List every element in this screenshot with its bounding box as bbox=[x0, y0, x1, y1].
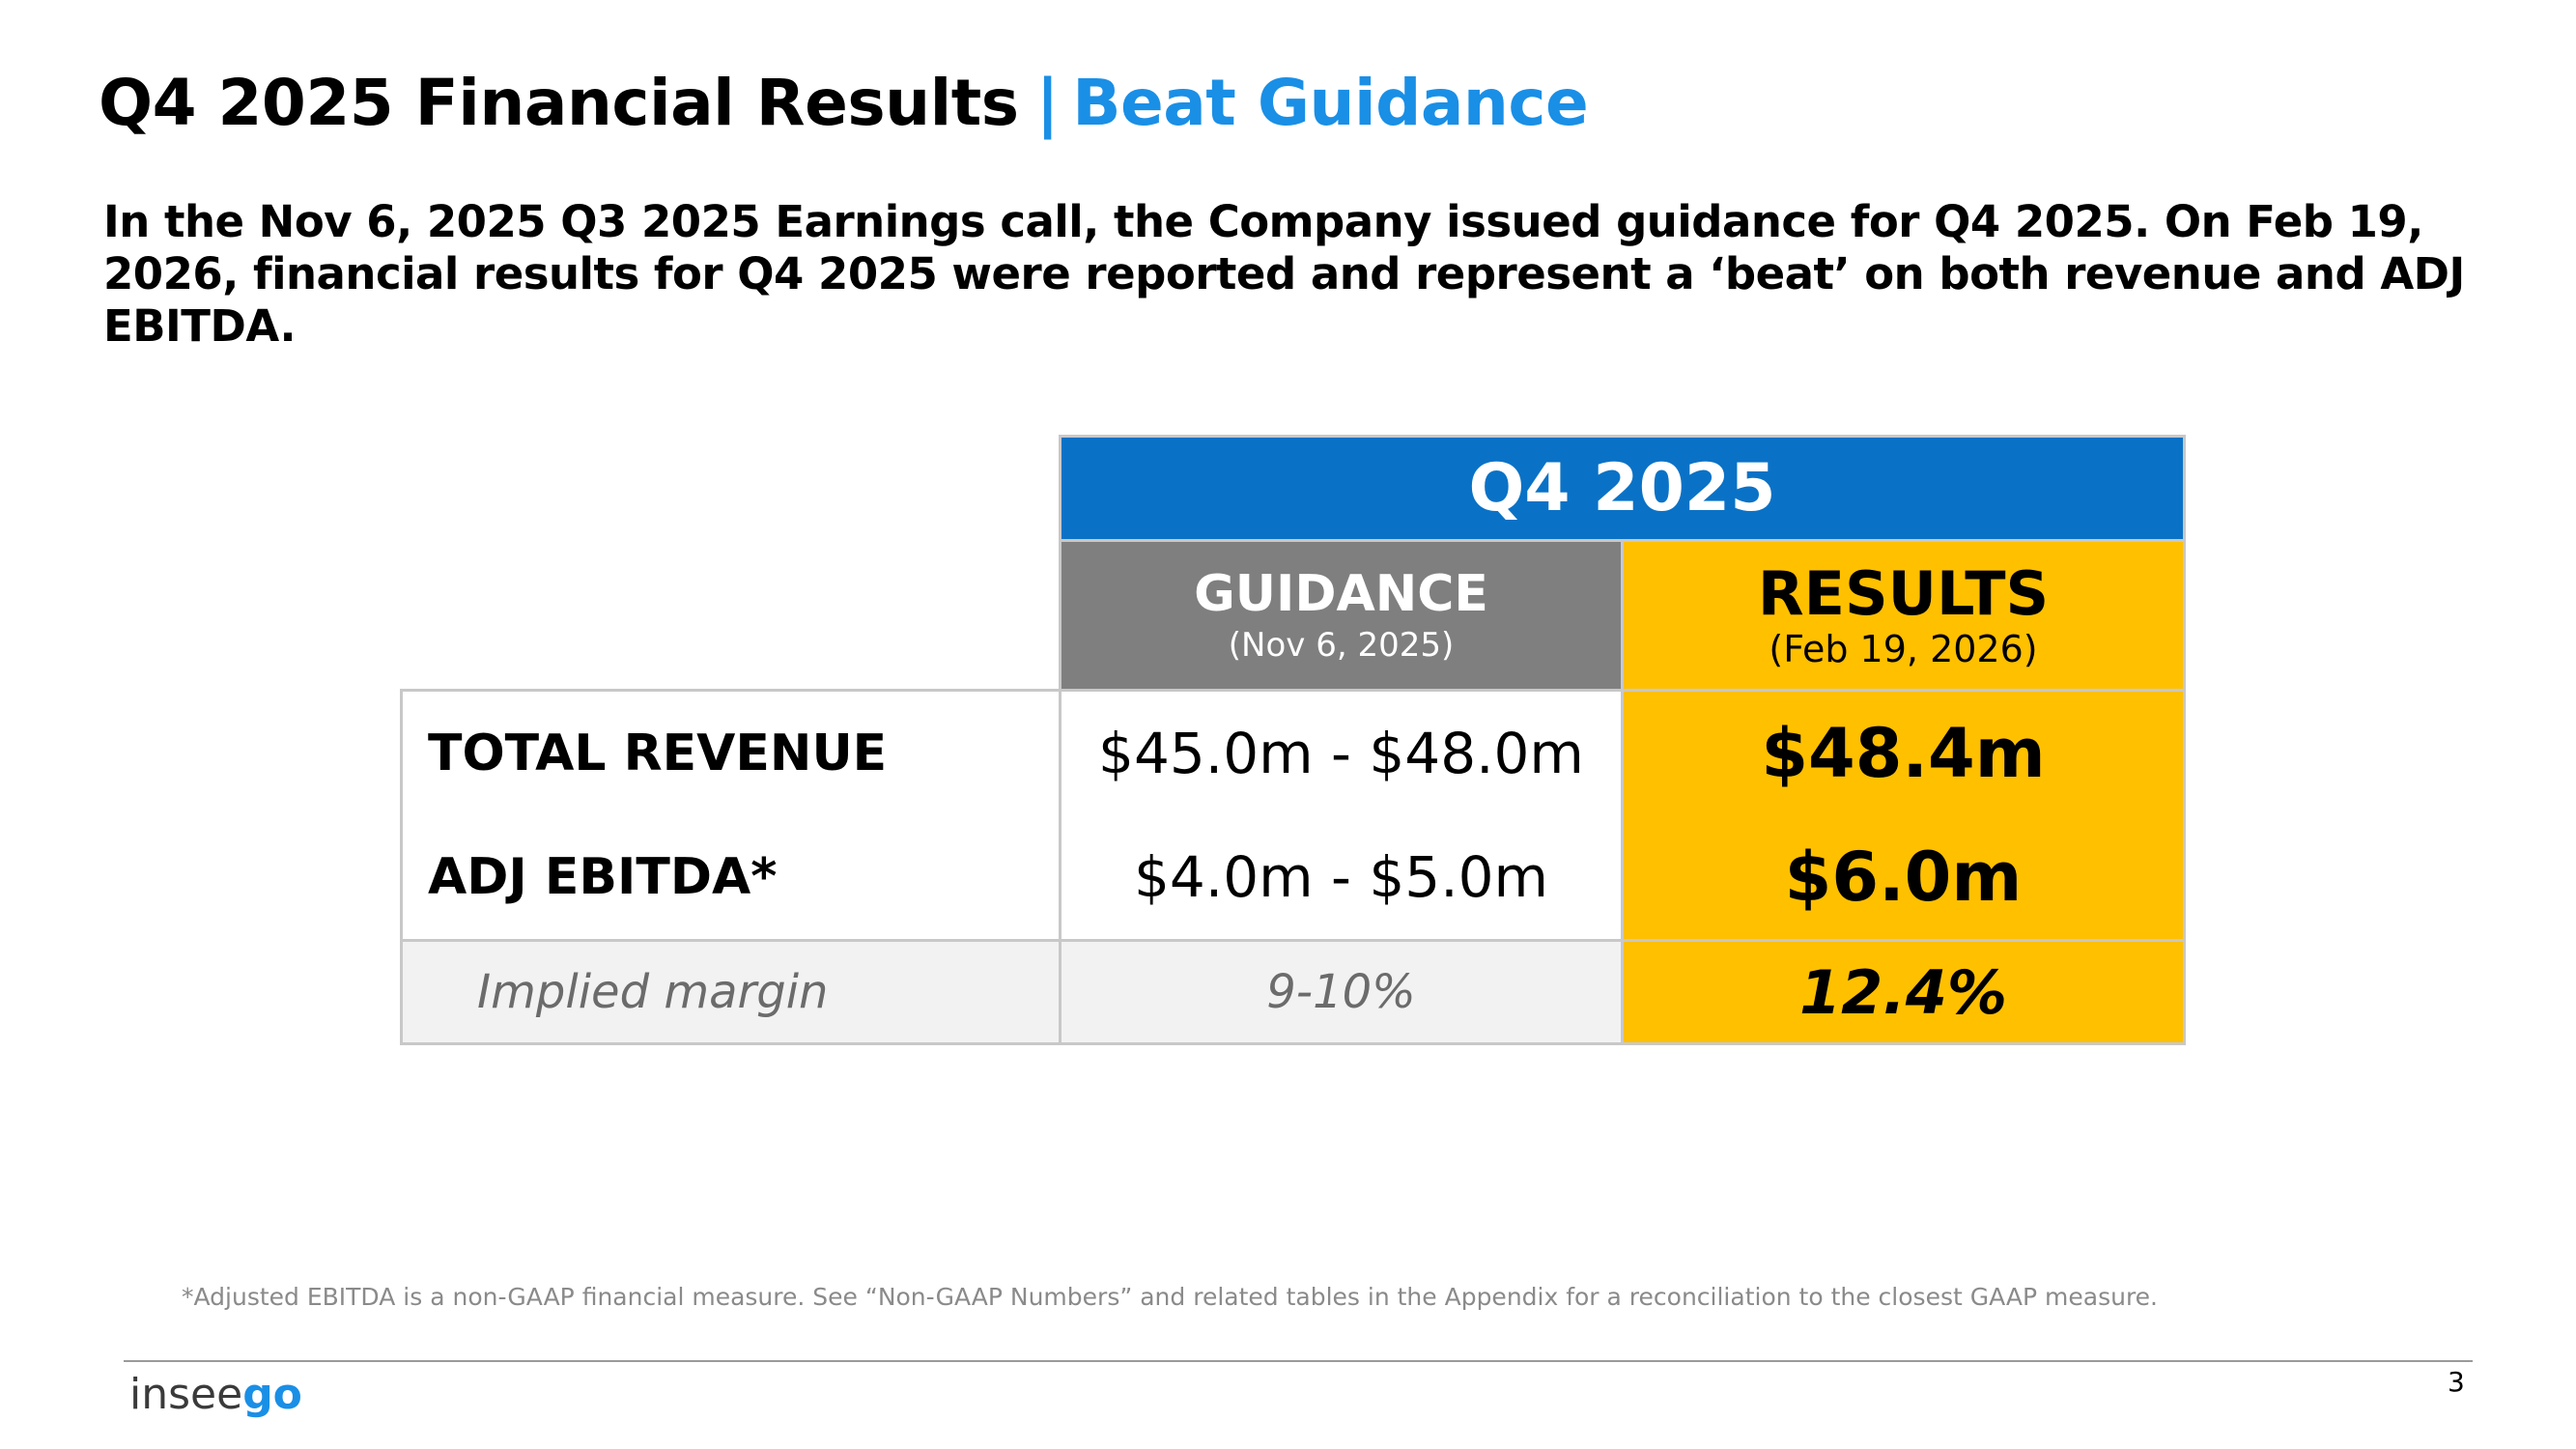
margin-label: Implied margin bbox=[400, 939, 1062, 1045]
row-label: TOTAL REVENUE bbox=[400, 689, 1062, 815]
guidance-header-date: (Nov 6, 2025) bbox=[1228, 626, 1455, 665]
guidance-value: $4.0m - $5.0m bbox=[1060, 815, 1624, 941]
title-accent: Beat Guidance bbox=[1072, 66, 1589, 140]
page-title: Q4 2025 Financial Results | Beat Guidance bbox=[99, 66, 1589, 140]
empty-corner bbox=[402, 437, 1061, 541]
table-row-margin: Implied margin 9-10% 12.4% bbox=[400, 939, 2186, 1045]
title-separator: | bbox=[1035, 66, 1060, 140]
guidance-header-label: GUIDANCE bbox=[1194, 565, 1488, 623]
guidance-vs-results-table: Q4 2025 GUIDANCE (Nov 6, 2025) RESULTS (… bbox=[400, 435, 2186, 1045]
period-header: Q4 2025 bbox=[1059, 435, 2186, 542]
table-row-ebitda: ADJ EBITDA* $4.0m - $5.0m $6.0m bbox=[400, 815, 2186, 941]
footer-divider bbox=[124, 1360, 2473, 1362]
guidance-value: $45.0m - $48.0m bbox=[1060, 689, 1624, 815]
inseego-logo: inseego bbox=[129, 1370, 302, 1419]
intro-statement: In the Nov 6, 2025 Q3 2025 Earnings call… bbox=[103, 196, 2465, 352]
table-column-header-row: GUIDANCE (Nov 6, 2025) RESULTS (Feb 19, … bbox=[402, 539, 2186, 692]
logo-prefix: insee bbox=[129, 1370, 243, 1419]
result-value: $6.0m bbox=[1622, 815, 2186, 941]
results-header-label: RESULTS bbox=[1757, 558, 2050, 629]
logo-suffix: go bbox=[242, 1370, 302, 1419]
margin-result-value: 12.4% bbox=[1621, 939, 2186, 1045]
footnote: *Adjusted EBITDA is a non-GAAP financial… bbox=[182, 1283, 2158, 1311]
result-value: $48.4m bbox=[1622, 689, 2186, 815]
row-label: ADJ EBITDA* bbox=[400, 815, 1062, 941]
table-row-revenue: TOTAL REVENUE $45.0m - $48.0m $48.4m bbox=[400, 689, 2186, 815]
title-text: Q4 2025 Financial Results bbox=[99, 66, 1019, 140]
empty-corner-2 bbox=[402, 541, 1061, 691]
page-number: 3 bbox=[2448, 1366, 2465, 1398]
margin-guidance-value: 9-10% bbox=[1059, 939, 1624, 1045]
table-period-row: Q4 2025 bbox=[402, 435, 2186, 542]
results-header: RESULTS (Feb 19, 2026) bbox=[1621, 539, 2186, 692]
results-header-date: (Feb 19, 2026) bbox=[1769, 628, 2038, 670]
guidance-header: GUIDANCE (Nov 6, 2025) bbox=[1059, 539, 1624, 692]
